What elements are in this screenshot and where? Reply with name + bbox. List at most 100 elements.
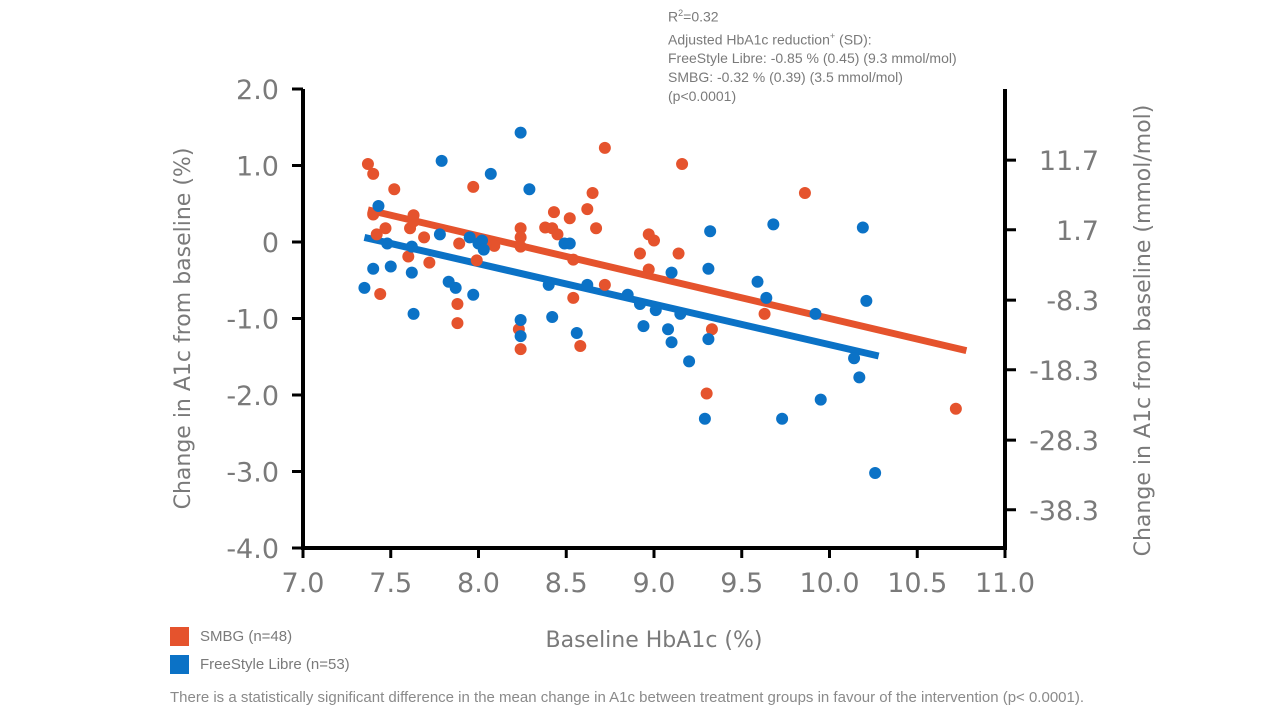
smbg-stat: SMBG: -0.32 % (0.39) (3.5 mmol/mol) — [668, 69, 903, 86]
point-freestyle-libre — [514, 126, 527, 139]
point-smbg — [514, 231, 527, 244]
point-freestyle-libre — [367, 262, 380, 275]
x-tick-label: 9.0 — [633, 568, 676, 599]
x-tick-label: 11.0 — [975, 568, 1035, 599]
point-freestyle-libre — [477, 243, 490, 256]
y-tick-label: 1.0 — [236, 152, 279, 183]
data-points — [358, 126, 962, 480]
point-smbg — [379, 222, 392, 235]
point-freestyle-libre — [674, 307, 687, 320]
legend-item-smbg: SMBG (n=48) — [170, 624, 350, 648]
y2-axis-title: Change in A1c from baseline (mmol/mol) — [1131, 105, 1156, 557]
y2-tick-label: -28.3 — [1029, 426, 1099, 457]
point-smbg — [633, 247, 646, 260]
point-smbg — [567, 253, 580, 266]
point-smbg — [949, 402, 962, 415]
point-smbg — [672, 247, 685, 260]
point-freestyle-libre — [776, 412, 789, 425]
legend-label-freestyle-libre: FreeStyle Libre (n=53) — [200, 655, 350, 673]
point-smbg — [488, 239, 501, 252]
point-freestyle-libre — [542, 278, 555, 291]
point-freestyle-libre — [381, 237, 394, 250]
x-tick-label: 9.5 — [720, 568, 763, 599]
point-smbg — [361, 157, 374, 170]
point-smbg — [798, 187, 811, 200]
point-smbg — [676, 157, 689, 170]
point-freestyle-libre — [435, 154, 448, 167]
point-freestyle-libre — [760, 291, 773, 304]
point-freestyle-libre — [702, 333, 715, 346]
p-value: (p<0.0001) — [668, 88, 737, 105]
point-smbg — [758, 307, 771, 320]
adjusted-reduction-heading: Adjusted HbA1c reduction+ (SD): — [668, 30, 872, 48]
point-freestyle-libre — [484, 167, 497, 180]
point-freestyle-libre — [433, 228, 446, 241]
point-smbg — [451, 297, 464, 310]
point-smbg — [642, 263, 655, 276]
point-freestyle-libre — [384, 260, 397, 273]
point-freestyle-libre — [809, 307, 822, 320]
point-freestyle-libre — [814, 393, 827, 406]
point-smbg — [574, 340, 587, 353]
x-axis-title: Baseline HbA1c (%) — [546, 628, 763, 653]
x-tick-label: 7.5 — [369, 568, 412, 599]
point-freestyle-libre — [860, 294, 873, 307]
point-smbg — [514, 222, 527, 235]
point-freestyle-libre — [662, 323, 675, 336]
point-freestyle-libre — [649, 304, 662, 317]
point-freestyle-libre — [767, 218, 780, 231]
point-freestyle-libre — [467, 288, 480, 301]
point-smbg — [547, 206, 560, 219]
y-tick-label: 0 — [262, 228, 279, 259]
point-smbg — [407, 209, 420, 222]
y-tick-label: -1.0 — [226, 305, 279, 336]
point-freestyle-libre — [358, 281, 371, 294]
x-tick-label: 7.0 — [282, 568, 325, 599]
y-axis-title: Change in A1c from baseline (%) — [171, 148, 196, 510]
point-freestyle-libre — [637, 320, 650, 333]
point-freestyle-libre — [514, 330, 527, 343]
point-smbg — [567, 291, 580, 304]
x-tick-label: 10.5 — [887, 568, 947, 599]
y2-tick-label: -38.3 — [1029, 496, 1099, 527]
point-freestyle-libre — [702, 262, 715, 275]
point-freestyle-libre — [407, 307, 420, 320]
point-smbg — [388, 183, 401, 196]
x-tick-label: 8.5 — [545, 568, 588, 599]
y2-tick-label: -18.3 — [1029, 356, 1099, 387]
point-smbg — [563, 212, 576, 225]
point-freestyle-libre — [698, 412, 711, 425]
y2-tick-label: 11.7 — [1039, 146, 1099, 177]
point-freestyle-libre — [751, 275, 764, 288]
point-smbg — [586, 187, 599, 200]
y-tick-label: 2.0 — [236, 75, 279, 106]
point-smbg — [402, 250, 415, 263]
point-smbg — [374, 288, 387, 301]
point-smbg — [467, 180, 480, 193]
point-freestyle-libre — [683, 355, 696, 368]
point-smbg — [705, 323, 718, 336]
point-smbg — [590, 222, 603, 235]
y2-tick-label: 1.7 — [1056, 216, 1099, 247]
point-freestyle-libre — [869, 467, 882, 480]
point-freestyle-libre — [853, 371, 866, 384]
x-tick-label: 8.0 — [457, 568, 500, 599]
point-smbg — [453, 237, 466, 250]
stats-annotation: R2=0.32 Adjusted HbA1c reduction+ (SD): … — [668, 4, 957, 106]
r-squared: R2=0.32 — [668, 8, 719, 25]
point-freestyle-libre — [514, 314, 527, 327]
point-smbg — [370, 228, 383, 241]
y-tick-label: -3.0 — [226, 458, 279, 489]
point-freestyle-libre — [405, 266, 418, 279]
legend: SMBG (n=48) FreeStyle Libre (n=53) — [170, 624, 350, 680]
point-smbg — [514, 343, 527, 356]
point-smbg — [367, 167, 380, 180]
legend-swatch-smbg — [170, 626, 189, 646]
trendline-freestyle-libre — [363, 233, 880, 360]
point-smbg — [581, 203, 594, 216]
freestyle-libre-stat: FreeStyle Libre: -0.85 % (0.45) (9.3 mmo… — [668, 50, 957, 67]
point-freestyle-libre — [633, 297, 646, 310]
point-freestyle-libre — [372, 200, 385, 213]
point-smbg — [418, 231, 431, 244]
axes-layer: 7.0 7.5 8.0 8.5 9.0 9.5 10.0 10.5 11.0 2.0 1.0 0 -1.… — [171, 75, 1156, 653]
